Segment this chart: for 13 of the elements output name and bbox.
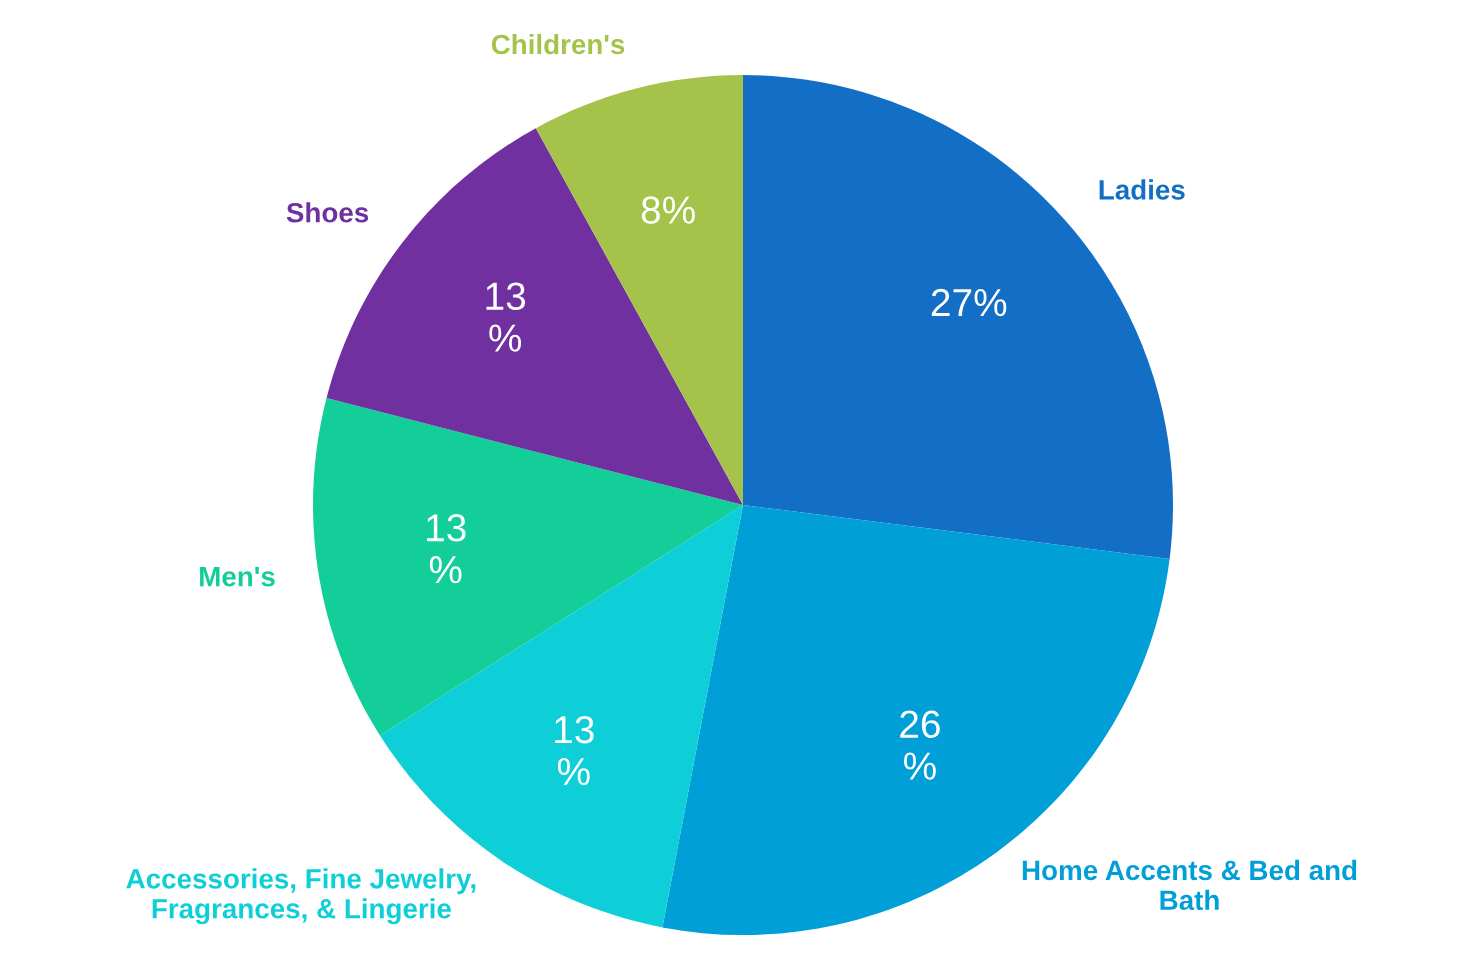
slice-label: Accessories, Fine Jewelry, Fragrances, & Lingerie: [126, 868, 476, 925]
pie-slice: [535, 75, 743, 505]
data-label: 13 %: [486, 282, 526, 352]
slice-label: Home Accents & Bed and Bath: [1022, 859, 1357, 911]
slice-label: Children's: [491, 33, 625, 55]
data-label: 8%: [641, 196, 695, 224]
data-label: 13 %: [427, 514, 466, 584]
slice-label: Men's: [200, 567, 275, 587]
slice-label: Shoes: [286, 202, 369, 223]
data-label: 13 %: [555, 715, 594, 786]
data-label: 27%: [931, 288, 1007, 317]
data-label: 26 %: [900, 710, 940, 780]
slice-label: Ladies: [1099, 179, 1185, 200]
